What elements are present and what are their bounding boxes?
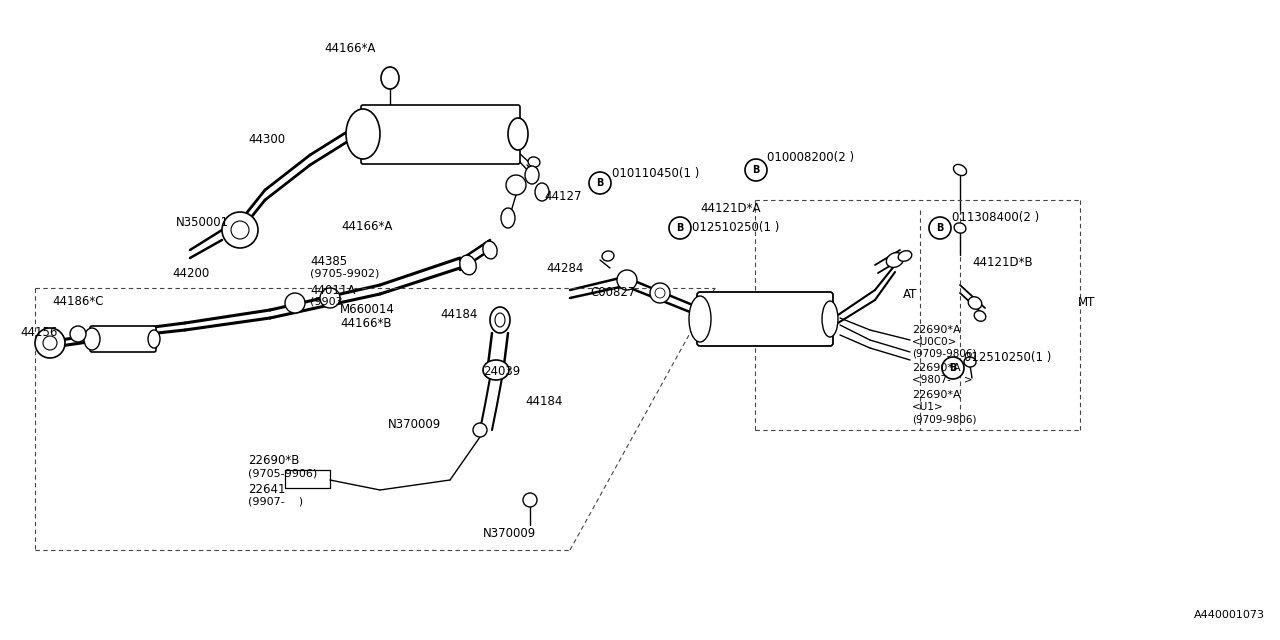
Text: (9709-9806): (9709-9806) [911, 349, 977, 359]
Text: 44166*A: 44166*A [324, 42, 376, 55]
Circle shape [221, 212, 259, 248]
Text: 44284: 44284 [547, 262, 584, 275]
Text: (9705-9902): (9705-9902) [310, 269, 379, 279]
Text: 44184: 44184 [525, 395, 562, 408]
Text: N350001: N350001 [177, 216, 229, 228]
Ellipse shape [346, 109, 380, 159]
Ellipse shape [954, 223, 966, 233]
Ellipse shape [954, 164, 966, 175]
Ellipse shape [460, 255, 476, 275]
Ellipse shape [490, 307, 509, 333]
Text: 22690*A: 22690*A [911, 363, 960, 373]
FancyBboxPatch shape [361, 105, 520, 164]
Text: <U1>: <U1> [911, 402, 943, 412]
Circle shape [650, 283, 669, 303]
Ellipse shape [964, 357, 975, 367]
Ellipse shape [381, 67, 399, 89]
Circle shape [942, 357, 964, 379]
Text: B: B [950, 363, 956, 373]
Text: 44186*C: 44186*C [52, 295, 104, 308]
Circle shape [44, 336, 58, 350]
Ellipse shape [84, 328, 100, 350]
Text: C00827: C00827 [590, 287, 635, 300]
Ellipse shape [974, 311, 986, 321]
Text: 44011A: 44011A [310, 284, 356, 297]
Text: M660014: M660014 [340, 303, 394, 316]
Text: N370009: N370009 [484, 527, 536, 540]
Text: 24039: 24039 [483, 365, 520, 378]
Text: 44156: 44156 [20, 326, 58, 339]
Text: 44184: 44184 [440, 308, 477, 321]
Text: 22690*A: 22690*A [911, 325, 960, 335]
Text: B: B [753, 165, 760, 175]
Text: AT: AT [902, 289, 918, 301]
Text: (9907-    ): (9907- ) [248, 497, 303, 507]
Text: 012510250(1 ): 012510250(1 ) [964, 351, 1051, 365]
Circle shape [669, 217, 691, 239]
Ellipse shape [483, 360, 509, 380]
Text: 010008200(2 ): 010008200(2 ) [767, 152, 854, 164]
Circle shape [35, 328, 65, 358]
Text: 22641: 22641 [248, 483, 285, 496]
Text: <U0C0>: <U0C0> [911, 337, 957, 347]
Text: MT: MT [1078, 296, 1096, 310]
Ellipse shape [529, 157, 540, 167]
Text: (9903-: (9903- [310, 297, 347, 307]
Text: 22690*B: 22690*B [248, 454, 300, 467]
Circle shape [285, 293, 305, 313]
Text: B: B [676, 223, 684, 233]
Circle shape [230, 221, 250, 239]
Ellipse shape [899, 251, 911, 261]
Circle shape [506, 175, 526, 195]
Text: 44166*A: 44166*A [340, 220, 393, 233]
Text: 011308400(2 ): 011308400(2 ) [952, 211, 1039, 225]
Ellipse shape [689, 296, 710, 342]
Ellipse shape [500, 208, 515, 228]
FancyBboxPatch shape [90, 326, 156, 352]
Text: B: B [596, 178, 604, 188]
Circle shape [655, 288, 666, 298]
Circle shape [617, 270, 637, 290]
Ellipse shape [602, 251, 614, 261]
Text: 012510250(1 ): 012510250(1 ) [692, 221, 780, 234]
Circle shape [589, 172, 611, 194]
Text: 44200: 44200 [172, 267, 209, 280]
Ellipse shape [822, 301, 838, 337]
Text: 44166*B: 44166*B [340, 317, 392, 330]
Ellipse shape [535, 183, 549, 201]
Circle shape [70, 326, 86, 342]
Ellipse shape [483, 241, 497, 259]
Ellipse shape [886, 253, 904, 268]
Ellipse shape [495, 313, 506, 327]
Text: 44127: 44127 [544, 191, 581, 204]
Ellipse shape [148, 330, 160, 348]
Circle shape [320, 288, 340, 308]
Ellipse shape [968, 297, 982, 309]
Text: (9705-9906): (9705-9906) [248, 468, 317, 478]
FancyBboxPatch shape [698, 292, 833, 346]
Text: 44385: 44385 [310, 255, 347, 268]
Text: <9807-    >: <9807- > [911, 375, 973, 385]
Ellipse shape [525, 166, 539, 184]
Text: B: B [936, 223, 943, 233]
Text: 44300: 44300 [248, 133, 285, 146]
Ellipse shape [508, 118, 529, 150]
Text: 44121D*B: 44121D*B [972, 256, 1033, 269]
Text: N370009: N370009 [388, 419, 442, 431]
Circle shape [474, 423, 486, 437]
Text: 010110450(1 ): 010110450(1 ) [612, 168, 699, 180]
Text: A440001073: A440001073 [1194, 610, 1265, 620]
Circle shape [745, 159, 767, 181]
Circle shape [929, 217, 951, 239]
Text: 22690*A: 22690*A [911, 390, 960, 400]
Text: 44121D*A: 44121D*A [700, 202, 760, 214]
Circle shape [524, 493, 538, 507]
Text: (9709-9806): (9709-9806) [911, 415, 977, 425]
